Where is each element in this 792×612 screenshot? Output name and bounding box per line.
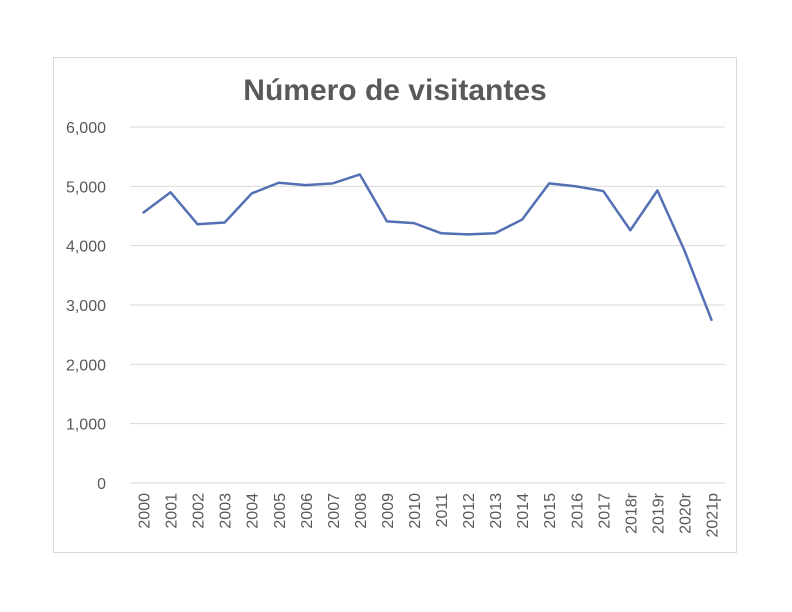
- gridlines: [130, 126, 725, 484]
- x-tick-label: 2020r: [677, 492, 694, 534]
- x-tick-label: 2006: [299, 493, 316, 529]
- x-tick-label: 2012: [461, 493, 478, 529]
- x-tick-label: 2017: [596, 493, 613, 529]
- x-tick-label: 2000: [137, 493, 154, 529]
- y-tick-label: 5,000: [66, 179, 106, 196]
- y-tick-label: 2,000: [66, 357, 106, 374]
- x-tick-label: 2016: [569, 493, 586, 529]
- x-tick-label: 2003: [218, 493, 235, 529]
- series-line: [142, 173, 713, 322]
- series-layer: [142, 173, 713, 322]
- x-tick-label: 2008: [353, 493, 370, 529]
- chart-title: Número de visitantes: [243, 74, 546, 107]
- y-tick-label: 1,000: [66, 417, 106, 434]
- x-tick-label: 2021p: [704, 493, 721, 538]
- y-tick-label: 4,000: [66, 239, 106, 256]
- x-tick-label: 2007: [326, 493, 343, 529]
- x-axis-ticks: 2000 2001 2002 2003 2004 2005 2006 2007 2008 2009…: [137, 492, 722, 537]
- x-tick-label: 2013: [488, 493, 505, 529]
- x-tick-label: 2001: [164, 493, 181, 529]
- x-tick-label: 2009: [380, 493, 397, 529]
- x-tick-label: 2004: [245, 493, 262, 529]
- x-tick-label: 2019r: [650, 492, 667, 534]
- x-tick-label: 2005: [272, 493, 289, 529]
- x-tick-label: 2018r: [623, 492, 640, 534]
- y-tick-label: 6,000: [66, 120, 106, 137]
- x-tick-label: 2014: [515, 493, 532, 529]
- y-axis-ticks: 0 1,000 2,000 3,000 4,000 5,000 6,000: [66, 120, 106, 493]
- y-tick-label: 0: [97, 476, 106, 493]
- x-tick-label: 2011: [434, 493, 451, 528]
- chart-area: [53, 57, 737, 553]
- x-tick-label: 2015: [542, 493, 559, 529]
- y-tick-label: 3,000: [66, 298, 106, 315]
- x-tick-label: 2010: [407, 493, 424, 529]
- x-tick-label: 2002: [191, 493, 208, 529]
